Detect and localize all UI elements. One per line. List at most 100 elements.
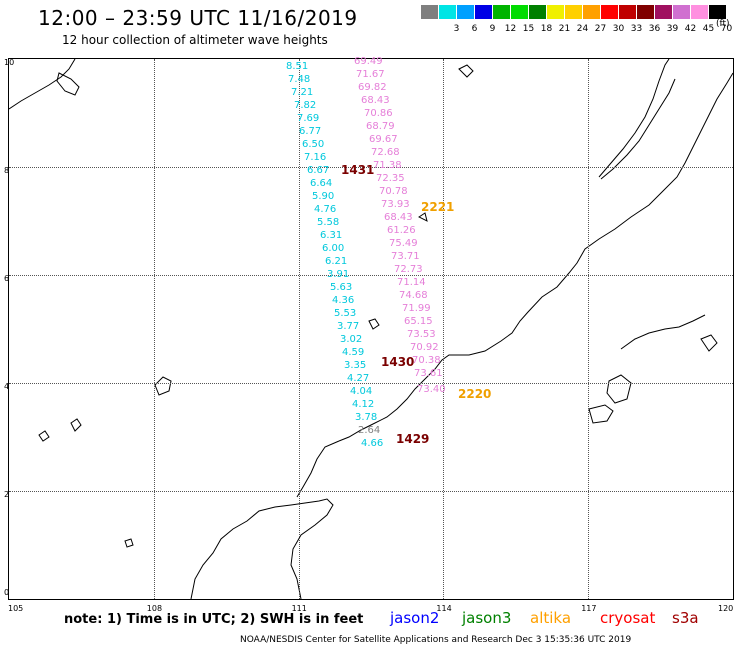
wave-height-value: 6.21 <box>325 256 348 267</box>
wave-height-value: 8.51 <box>286 61 309 72</box>
wave-height-value: 4.36 <box>332 295 355 306</box>
wave-height-value: 7.21 <box>291 87 314 98</box>
grid-line-horizontal <box>9 491 733 492</box>
wave-height-value: 7.48 <box>288 74 311 85</box>
scale-tick-label: 36 <box>648 24 661 34</box>
wave-height-value: 4.12 <box>352 399 375 410</box>
wave-height-value: 3.78 <box>355 412 378 423</box>
wave-height-value: 6.31 <box>320 230 343 241</box>
grid-line-vertical <box>153 59 155 599</box>
wave-height-value: 6.64 <box>310 178 333 189</box>
wave-height-value: 4.59 <box>342 347 365 358</box>
wave-height-value: 73.71 <box>391 251 420 262</box>
scale-swatch <box>511 5 528 19</box>
scale-swatch <box>547 5 564 19</box>
wave-height-value: 73.40 <box>417 384 446 395</box>
satellite-name: cryosat <box>600 609 656 627</box>
wave-height-value: 69.82 <box>358 82 387 93</box>
wave-height-value: 5.53 <box>334 308 357 319</box>
wave-height-value: 5.90 <box>312 191 335 202</box>
scale-tick-label: 45 <box>702 24 715 34</box>
wave-height-value: 6.00 <box>322 243 345 254</box>
wave-height-value: 61.26 <box>387 225 416 236</box>
grid-line-vertical <box>443 59 445 599</box>
scale-swatch <box>529 5 546 19</box>
x-tick-label: 114 <box>436 604 452 613</box>
grid-line-horizontal <box>9 383 733 384</box>
wave-height-value: 70.86 <box>364 108 393 119</box>
x-tick-label: 117 <box>581 604 597 613</box>
scale-tick-label: 6 <box>471 24 478 34</box>
y-tick-label: 6 <box>4 274 10 283</box>
scale-swatch <box>493 5 510 19</box>
grid-line-horizontal <box>9 275 733 276</box>
wave-height-value: 4.66 <box>361 438 384 449</box>
coastline-layer <box>9 59 733 599</box>
scale-tick-label: 12 <box>504 24 517 34</box>
satellite-name: altika <box>530 609 572 627</box>
wave-height-value: 72.35 <box>376 173 405 184</box>
wave-height-value: 71.67 <box>356 69 385 80</box>
scale-tick-label: 39 <box>666 24 679 34</box>
scale-swatch <box>583 5 600 19</box>
wave-height-value: 2.64 <box>358 425 381 436</box>
scale-tick-label: 30 <box>612 24 625 34</box>
map-subtitle: 12 hour collection of altimeter wave hei… <box>62 33 328 47</box>
wave-height-value: 3.91 <box>327 269 350 280</box>
map-title: 12:00 – 23:59 UTC 11/16/2019 <box>38 6 358 30</box>
wave-height-value: 3.35 <box>344 360 367 371</box>
scale-swatch <box>655 5 672 19</box>
wave-height-value: 3.77 <box>337 321 360 332</box>
wave-height-value: 4.04 <box>350 386 373 397</box>
y-tick-label: 10 <box>4 58 15 67</box>
footer-credit: NOAA/NESDIS Center for Satellite Applica… <box>240 635 632 645</box>
note-text: note: 1) Time is in UTC; 2) SWH is in fe… <box>64 612 364 627</box>
wave-height-value: 5.58 <box>317 217 340 228</box>
wave-height-value: 71.38 <box>373 160 402 171</box>
grid-line-vertical <box>298 59 300 599</box>
wave-height-value: 71.99 <box>402 303 431 314</box>
wave-height-value: 68.43 <box>361 95 390 106</box>
scale-swatch <box>637 5 654 19</box>
scale-tick-label: 33 <box>630 24 643 34</box>
scale-tick-label: 70 <box>720 24 733 34</box>
scale-tick-label: 42 <box>684 24 697 34</box>
wave-height-value: 72.68 <box>371 147 400 158</box>
wave-height-value: 72.73 <box>394 264 423 275</box>
grid-line-horizontal <box>9 167 733 168</box>
scale-tick-label: 27 <box>594 24 607 34</box>
scale-swatch <box>475 5 492 19</box>
scale-swatch <box>601 5 618 19</box>
scale-tick-label: 24 <box>576 24 589 34</box>
wave-height-value: 75.49 <box>389 238 418 249</box>
y-tick-label: 8 <box>4 166 10 175</box>
wave-height-value: 68.79 <box>366 121 395 132</box>
pass-time-label: 1431 <box>341 163 375 177</box>
wave-height-value: 7.69 <box>297 113 320 124</box>
wave-height-value: 7.82 <box>294 100 317 111</box>
x-tick-label: 111 <box>291 604 307 613</box>
scale-swatch <box>457 5 474 19</box>
map-frame <box>8 58 734 600</box>
x-tick-label: 108 <box>146 604 163 613</box>
wave-height-value: 70.78 <box>379 186 408 197</box>
wave-height-value: 70.92 <box>410 342 439 353</box>
wave-height-value: 69.49 <box>354 56 383 67</box>
wave-height-value: 73.53 <box>407 329 436 340</box>
scale-swatch <box>673 5 690 19</box>
scale-swatch <box>565 5 582 19</box>
wave-height-value: 4.76 <box>314 204 337 215</box>
scale-tick-label: 18 <box>540 24 553 34</box>
scale-unit-label: (ft) <box>716 19 730 29</box>
scale-swatch <box>709 5 726 19</box>
scale-swatch <box>421 5 438 19</box>
wave-height-value: 4.27 <box>347 373 370 384</box>
x-tick-label: 105 <box>8 604 24 613</box>
wave-height-value: 73.93 <box>381 199 410 210</box>
wave-height-value: 71.14 <box>397 277 426 288</box>
scale-swatch <box>691 5 708 19</box>
wave-height-value: 65.15 <box>404 316 433 327</box>
pass-time-label: 1429 <box>396 432 430 446</box>
pass-time-label: 1430 <box>381 355 415 369</box>
pass-time-label: 2221 <box>421 200 455 214</box>
